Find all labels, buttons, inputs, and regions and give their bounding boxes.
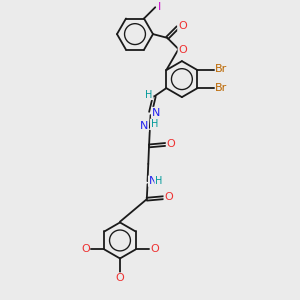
Text: N: N [152, 107, 160, 118]
Text: Br: Br [215, 83, 228, 93]
Text: H: H [151, 119, 158, 129]
Text: O: O [178, 21, 187, 31]
Text: H: H [145, 89, 153, 100]
Text: H: H [155, 176, 163, 186]
Text: N: N [148, 176, 157, 186]
Text: N: N [140, 122, 148, 131]
Text: O: O [178, 45, 187, 55]
Text: O: O [150, 244, 159, 254]
Text: O: O [167, 139, 175, 149]
Text: O: O [81, 244, 90, 254]
Text: Br: Br [215, 64, 228, 74]
Text: I: I [158, 2, 160, 11]
Text: O: O [164, 192, 173, 202]
Text: O: O [116, 273, 124, 283]
